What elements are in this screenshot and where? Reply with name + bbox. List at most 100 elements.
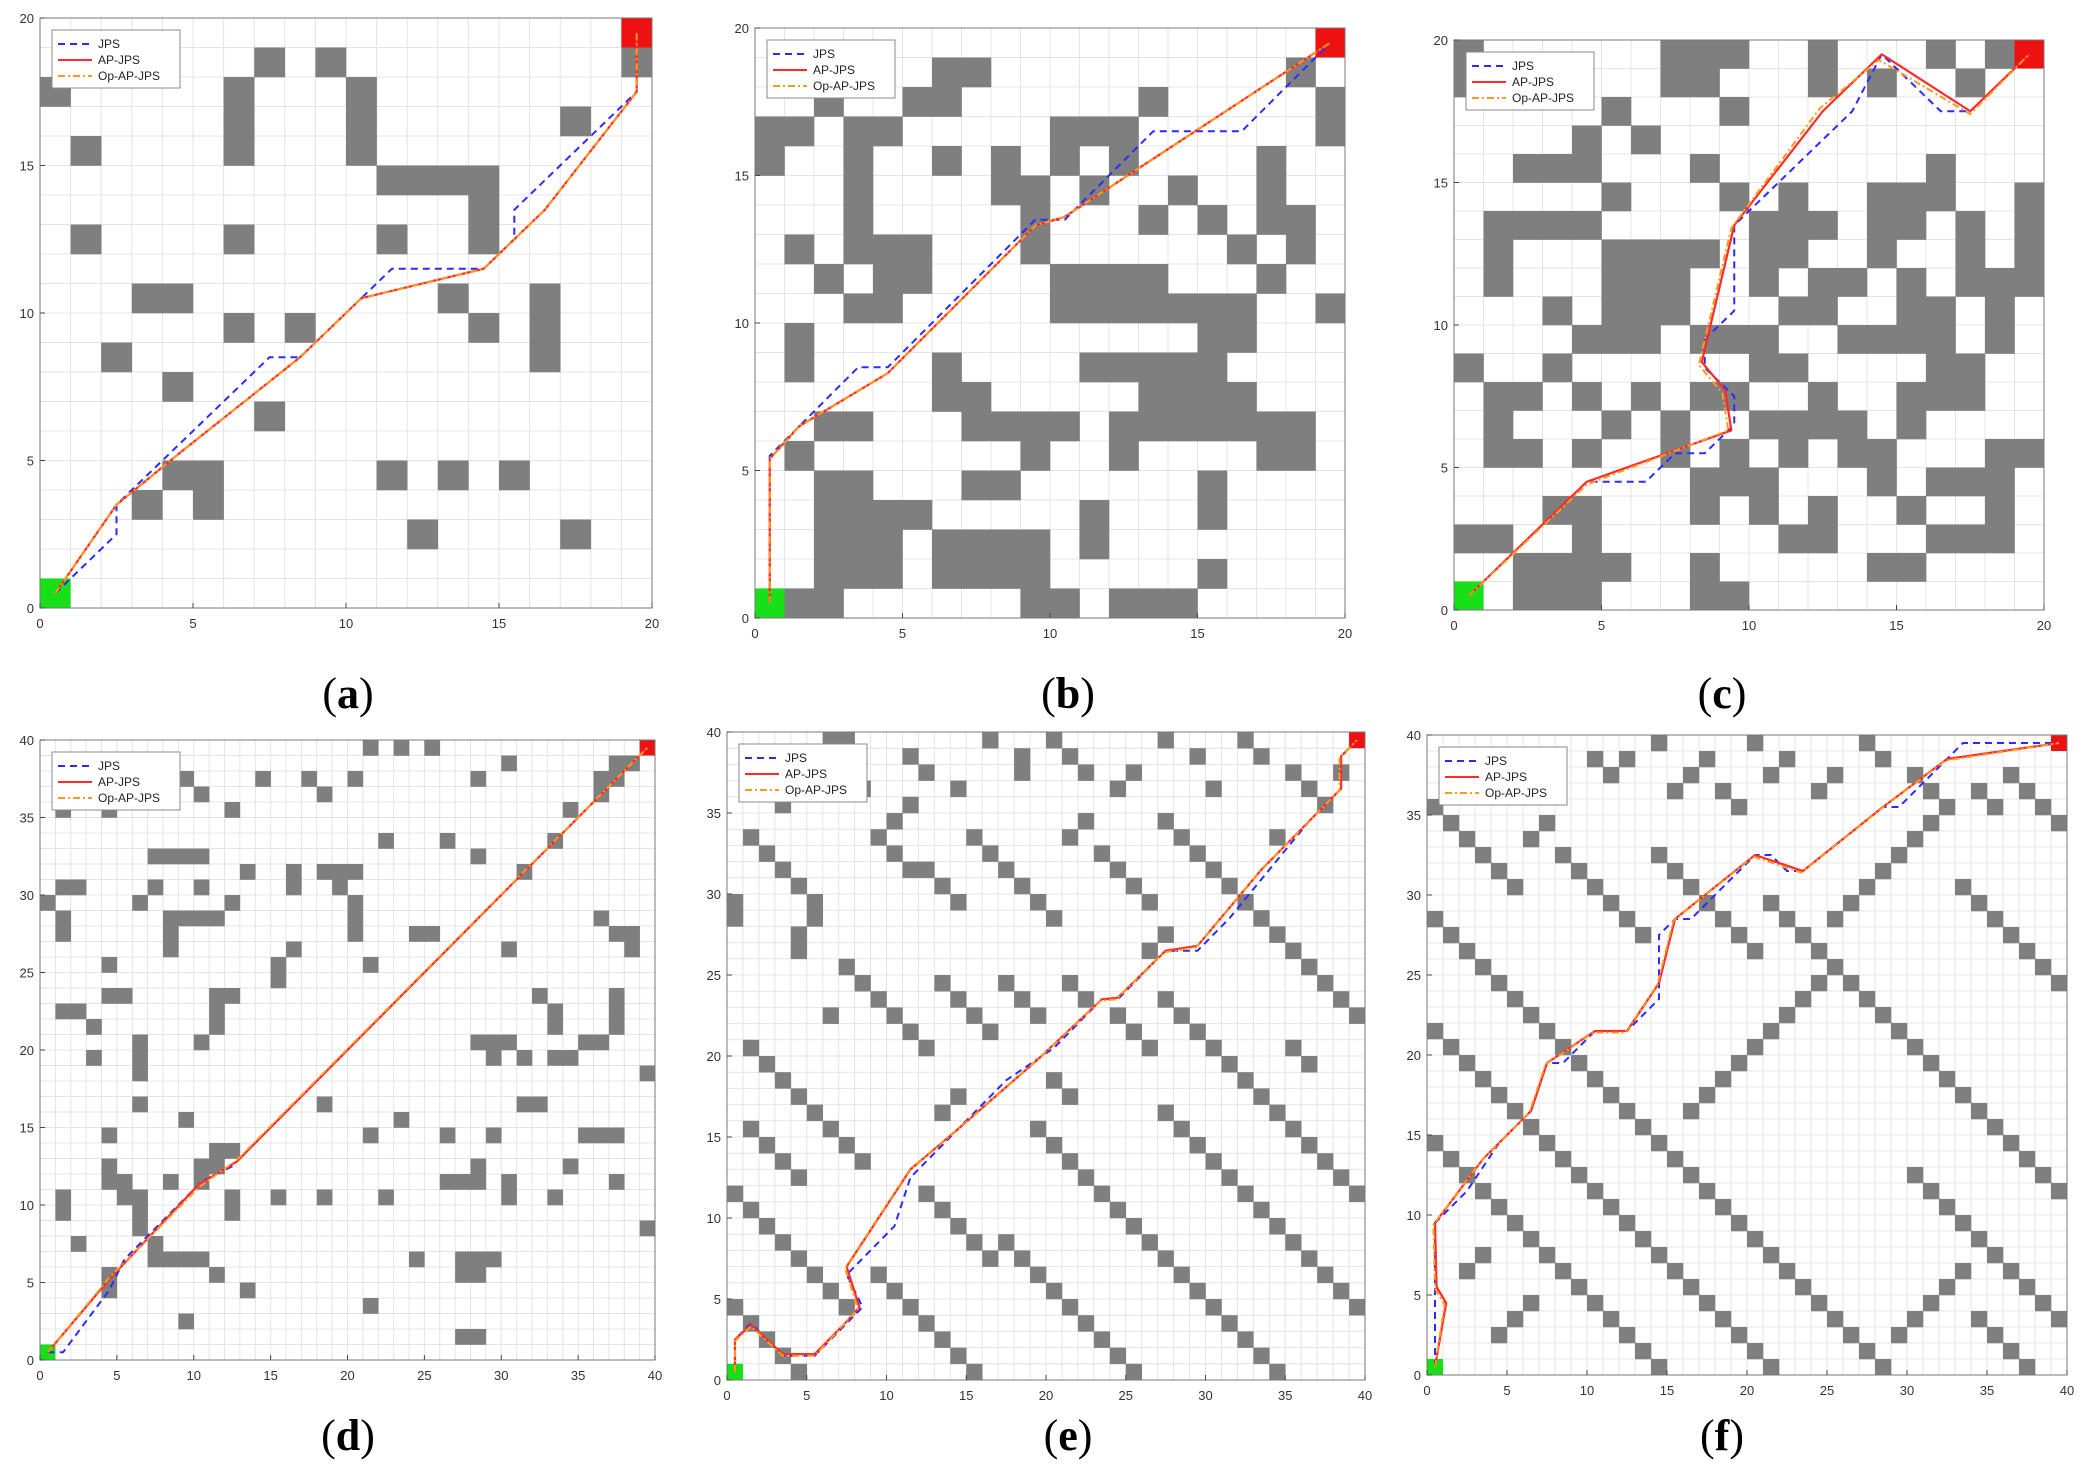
obstacle-cell — [1779, 1007, 1796, 1024]
obstacle-cell — [1859, 735, 1876, 752]
obstacle-cell — [1443, 815, 1460, 832]
obstacle-cell — [873, 264, 903, 294]
obstacle-cell — [932, 57, 962, 88]
obstacle-cell — [1227, 411, 1257, 442]
obstacle-cell — [1197, 293, 1228, 324]
obstacle-cell — [1542, 581, 1573, 611]
obstacle-cell — [2019, 1151, 2036, 1168]
obstacle-cell — [163, 941, 179, 958]
obstacle-cell — [1020, 559, 1051, 589]
obstacle-cell — [814, 529, 844, 560]
obstacle-cell — [55, 1003, 72, 1020]
obstacle-cell — [1660, 296, 1691, 326]
obstacle-cell — [1690, 154, 1720, 183]
obstacle-cell — [1749, 467, 1779, 497]
obstacle-cell — [1197, 352, 1228, 383]
y-tick-label: 30 — [707, 887, 721, 902]
obstacle-cell — [1237, 894, 1254, 911]
obstacle-cell — [162, 372, 194, 402]
obstacle-cell — [1923, 815, 1940, 832]
obstacle-cell — [1955, 68, 1986, 98]
obstacle-cell — [873, 293, 903, 324]
obstacle-cell — [784, 323, 815, 353]
obstacle-cell — [1690, 239, 1720, 269]
obstacle-cell — [950, 991, 967, 1008]
obstacle-cell — [562, 802, 579, 818]
obstacle-cell — [932, 146, 962, 176]
obstacle-cell — [437, 460, 469, 491]
obstacle-cell — [2051, 1183, 2068, 1200]
obstacle-cell — [1779, 911, 1796, 928]
obstacle-cell — [854, 1153, 871, 1170]
obstacle-cell — [1333, 991, 1350, 1008]
obstacle-cell — [902, 1023, 919, 1041]
obstacle-cell — [814, 264, 844, 294]
obstacle-cell — [1454, 524, 1484, 554]
obstacle-cell — [1631, 296, 1661, 326]
y-tick-label: 35 — [1407, 808, 1421, 823]
obstacle-cell — [1651, 847, 1668, 864]
obstacle-cell — [608, 1019, 625, 1035]
obstacle-cell — [1014, 877, 1031, 895]
obstacle-cell — [1020, 441, 1051, 471]
obstacle-cell — [1651, 735, 1668, 752]
obstacle-cell — [547, 1003, 564, 1020]
obstacle-cell — [1587, 1183, 1604, 1200]
obstacle-cell — [1719, 97, 1750, 126]
y-tick-label: 15 — [735, 169, 749, 184]
obstacle-cell — [1507, 991, 1524, 1008]
obstacle-cell — [593, 1034, 610, 1051]
obstacle-cell — [2003, 767, 2020, 784]
obstacle-cell — [822, 1120, 839, 1138]
obstacle-cell — [1030, 1007, 1047, 1024]
obstacle-cell — [843, 559, 874, 589]
x-tick-label: 35 — [571, 1368, 585, 1383]
obstacle-cell — [1125, 877, 1142, 895]
obstacle-cell — [608, 988, 625, 1004]
legend-label: JPS — [785, 751, 807, 765]
obstacle-cell — [1601, 325, 1632, 354]
legend-label: AP-JPS — [98, 53, 140, 67]
obstacle-cell — [501, 941, 517, 958]
obstacle-cell — [1971, 895, 1988, 912]
x-tick-label: 20 — [1338, 626, 1352, 641]
obstacle-cell — [1749, 239, 1779, 269]
obstacle-cell — [838, 1137, 855, 1154]
obstacle-cell — [1891, 1327, 1908, 1344]
obstacle-cell — [362, 740, 379, 756]
obstacle-cell — [131, 283, 163, 314]
obstacle-cell — [1619, 1103, 1636, 1120]
obstacle-cell — [1660, 40, 1691, 69]
legend: JPS AP-JPS Op-AP-JPS — [51, 29, 181, 89]
obstacle-cell — [814, 559, 844, 589]
obstacle-cell — [2035, 1295, 2052, 1312]
x-tick-label: 20 — [340, 1368, 354, 1383]
obstacle-cell — [843, 470, 874, 501]
obstacle-cell — [1173, 1266, 1190, 1284]
obstacle-cell — [1539, 1247, 1556, 1264]
obstacle-cell — [608, 1174, 625, 1190]
y-tick-label: 0 — [742, 611, 749, 626]
obstacle-cell — [608, 755, 625, 772]
obstacle-cell — [1020, 529, 1051, 560]
obstacle-cell — [593, 1127, 610, 1144]
obstacle-cell — [1197, 382, 1228, 412]
obstacle-cell — [1955, 1215, 1972, 1232]
caption-e: (e) — [1043, 1411, 1093, 1460]
legend-label: AP-JPS — [1512, 75, 1554, 89]
obstacle-cell — [132, 1065, 148, 1082]
legend-label: Op-AP-JPS — [98, 791, 160, 805]
obstacle-cell — [1079, 352, 1110, 383]
obstacle-cell — [485, 1251, 502, 1268]
obstacle-cell — [1475, 959, 1492, 976]
obstacle-cell — [1572, 581, 1602, 611]
obstacle-cell — [1635, 1343, 1652, 1360]
obstacle-cell — [270, 972, 287, 989]
obstacle-cell — [1221, 1056, 1238, 1073]
obstacle-cell — [1571, 1279, 1588, 1296]
obstacle-cell — [742, 1201, 760, 1219]
obstacle-cell — [1491, 975, 1508, 992]
obstacle-cell — [1523, 1295, 1540, 1312]
obstacle-cell — [784, 116, 815, 147]
obstacle-cell — [1227, 323, 1257, 353]
